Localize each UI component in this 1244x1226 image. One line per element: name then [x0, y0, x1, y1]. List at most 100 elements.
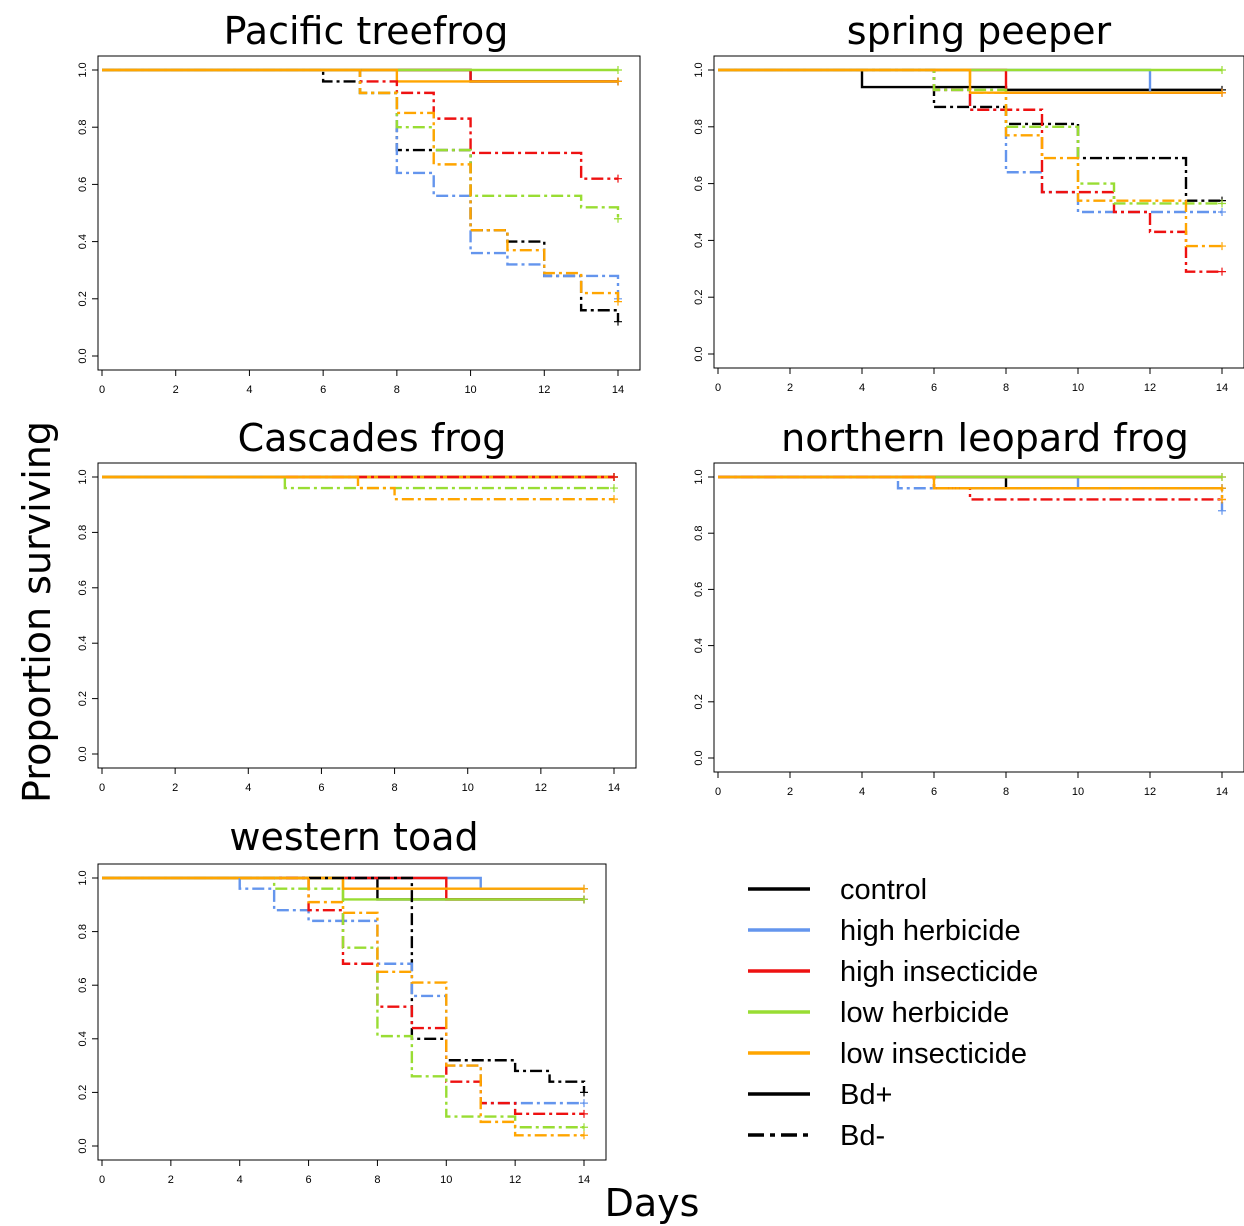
- censor-mark: [610, 473, 618, 481]
- y-tick-label: 0.6: [77, 978, 89, 993]
- x-tick-label: 0: [715, 786, 721, 798]
- censor-mark: [614, 77, 622, 86]
- x-tick-label: 0: [99, 384, 105, 396]
- y-tick-label: 0.4: [77, 636, 89, 651]
- censor-mark: [1218, 199, 1226, 208]
- censor-mark: [614, 214, 622, 223]
- y-tick-label: 0.4: [693, 233, 705, 248]
- plot-frame: [97, 55, 641, 371]
- y-tick-label: 1.0: [77, 870, 89, 885]
- x-tick-label: 6: [931, 786, 937, 798]
- x-tick-label: 0: [99, 782, 105, 794]
- legend-label-low-herbicide: low herbicide: [840, 997, 1009, 1029]
- legend-label-bd: Bd+: [840, 1079, 892, 1111]
- panel-title-spring-peeper: spring peeper: [847, 9, 1112, 53]
- panel-title-northern-leopard-frog: northern leopard frog: [781, 416, 1189, 460]
- censor-mark: [580, 1109, 588, 1118]
- y-tick-label: 0.2: [77, 691, 89, 706]
- censor-mark: [1218, 242, 1226, 251]
- y-tick-label: 0.6: [77, 177, 89, 192]
- y-tick-label: 0.8: [693, 119, 705, 134]
- panel-spring-peeper: spring peeper 0 2 4 6 8 10 12 14 0.0 0.2 0.4 0.6 0.8 1…: [693, 9, 1244, 394]
- series-high-herbicide-bd-neg: [102, 68, 620, 299]
- series-low-insecticide-bd-neg: [718, 68, 1222, 248]
- censor-mark: [1218, 208, 1226, 216]
- censor-mark: [614, 174, 622, 183]
- censor-mark: [580, 884, 588, 893]
- panel-title-western-toad: western toad: [229, 815, 478, 859]
- series-low-insecticide-bd-neg: [718, 475, 1224, 500]
- censor-mark: [580, 1123, 588, 1132]
- legend-label-low-insecticide: low insecticide: [840, 1038, 1027, 1070]
- series-low-herbicide-bd-neg: [718, 68, 1222, 205]
- y-tick-label: 0.4: [77, 1031, 89, 1046]
- y-tick-label: 0.2: [693, 290, 705, 305]
- censor-mark: [1218, 66, 1226, 74]
- x-tick-label: 10: [462, 782, 474, 794]
- x-tick-label: 14: [578, 1174, 590, 1186]
- y-tick-label: 0.8: [77, 525, 89, 540]
- y-tick-label: 0.0: [77, 746, 89, 761]
- plot-frame: [713, 462, 1244, 773]
- series-control-bd-neg: [102, 68, 620, 322]
- legend-label-bd: Bd-: [840, 1120, 885, 1152]
- x-tick-label: 6: [318, 782, 324, 794]
- y-tick-label: 0.8: [693, 526, 705, 541]
- y-tick-label: 0.8: [77, 924, 89, 939]
- panel-title-cascades-frog: Cascades frog: [238, 416, 507, 460]
- censor-mark: [610, 484, 618, 493]
- y-tick-label: 0.0: [77, 1138, 89, 1153]
- y-axis-label: Proportion surviving: [15, 421, 59, 803]
- x-axis-label: Days: [605, 1181, 700, 1225]
- y-tick-label: 0.4: [77, 234, 89, 249]
- x-tick-label: 4: [246, 384, 252, 396]
- y-tick-label: 0.2: [77, 291, 89, 306]
- x-tick-label: 2: [787, 786, 793, 798]
- censor-mark: [580, 895, 588, 904]
- censor-mark: [614, 66, 622, 74]
- legend: control high herbicide high insecticide low…: [748, 874, 1038, 1152]
- y-tick-label: 0.0: [693, 346, 705, 361]
- panel-western-toad: western toad 0 2 4 6 8 10 12 14 0.0 0.2 0.4 0.6 0.8 1.…: [77, 815, 607, 1186]
- series-low-insecticide-bd-neg: [102, 68, 620, 302]
- series-low-herbicide-bd-neg: [102, 475, 614, 490]
- y-tick-label: 0.0: [77, 348, 89, 363]
- panel-title-pacific-treefrog: Pacific treefrog: [224, 9, 509, 53]
- series-high-herbicide-bd-neg: [718, 475, 1224, 511]
- x-tick-label: 12: [538, 384, 550, 396]
- x-tick-label: 14: [1216, 382, 1228, 394]
- x-tick-label: 2: [168, 1174, 174, 1186]
- x-tick-label: 2: [172, 782, 178, 794]
- plot-frame: [713, 55, 1244, 369]
- x-tick-label: 6: [306, 1174, 312, 1186]
- x-tick-label: 10: [464, 384, 476, 396]
- x-tick-label: 2: [787, 382, 793, 394]
- censor-mark: [1218, 88, 1226, 97]
- series-high-herbicide-bd-pos: [718, 475, 1222, 490]
- y-tick-label: 0.2: [77, 1085, 89, 1100]
- panel-cascades-frog: Cascades frog 0 2 4 6 8 10 12 14 0.0 0.2 0.4 0.6 0.8 1…: [77, 416, 637, 794]
- censor-mark: [1218, 495, 1226, 504]
- censor-mark: [610, 495, 618, 504]
- series-high-insecticide-bd-neg: [102, 68, 618, 180]
- y-tick-label: 0.2: [693, 694, 705, 709]
- y-tick-label: 0.6: [693, 176, 705, 191]
- x-tick-label: 12: [535, 782, 547, 794]
- x-tick-label: 8: [1003, 786, 1009, 798]
- series-control-bd-pos: [718, 475, 1222, 490]
- censor-mark: [580, 1131, 588, 1140]
- series-high-insecticide-bd-neg: [718, 68, 1222, 273]
- x-tick-label: 8: [394, 384, 400, 396]
- series-low-insecticide-bd-pos: [718, 475, 1222, 490]
- x-tick-label: 14: [1216, 786, 1228, 798]
- panel-northern-leopard-frog: northern leopard frog 0 2 4 6 8 10 12 14 0.0 0.2 0.…: [693, 416, 1244, 798]
- y-tick-label: 0.6: [693, 582, 705, 597]
- series-low-herbicide-bd-neg: [102, 876, 584, 1129]
- series-low-insecticide-bd-neg: [102, 876, 584, 1137]
- series-high-insecticide-bd-neg: [102, 876, 584, 1116]
- x-tick-label: 0: [715, 382, 721, 394]
- legend-label-high-herbicide: high herbicide: [840, 915, 1021, 947]
- x-tick-label: 6: [931, 382, 937, 394]
- censor-mark: [614, 317, 622, 326]
